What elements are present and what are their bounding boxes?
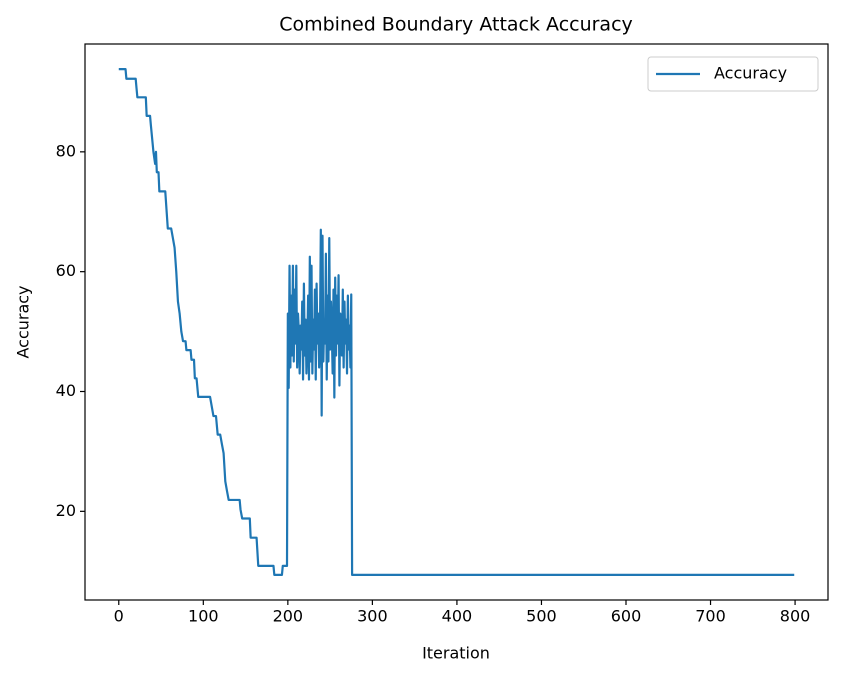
x-tick-label: 100: [188, 607, 219, 626]
x-tick-label: 0: [114, 607, 124, 626]
y-tick-label: 80: [56, 141, 76, 160]
y-tick-label: 60: [56, 261, 76, 280]
legend-label: Accuracy: [714, 64, 787, 83]
x-tick-label: 500: [526, 607, 557, 626]
x-tick-label: 200: [273, 607, 304, 626]
legend-box: [647, 56, 819, 92]
x-tick-label: 800: [780, 607, 811, 626]
y-axis-label: Accuracy: [14, 285, 33, 358]
data-line: [118, 68, 795, 576]
chart-title: Combined Boundary Attack Accuracy: [279, 14, 633, 36]
x-tick-label: 700: [695, 607, 726, 626]
x-axis-label: Iteration: [422, 644, 490, 663]
y-tick-label: 40: [56, 381, 76, 400]
y-tick-label: 20: [56, 501, 76, 520]
x-tick-label: 600: [611, 607, 642, 626]
x-tick-label: 300: [357, 607, 388, 626]
x-tick-label: 400: [442, 607, 473, 626]
plot-frame: [84, 43, 829, 601]
